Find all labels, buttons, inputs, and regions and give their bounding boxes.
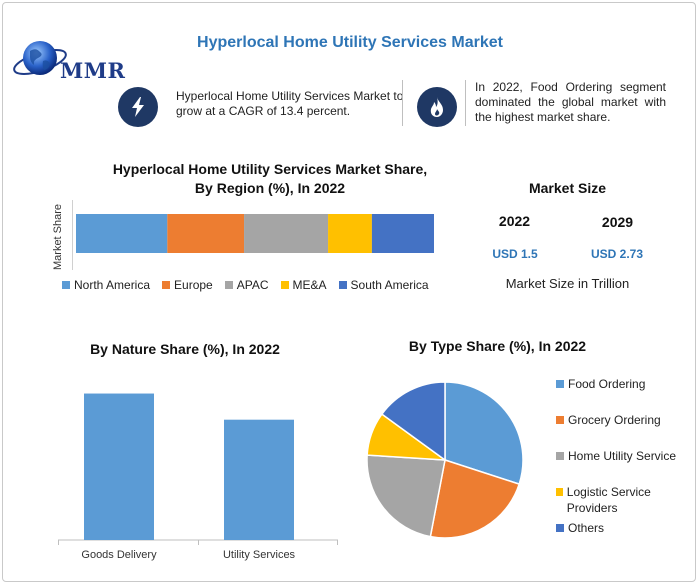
lightning-icon — [118, 87, 158, 127]
market-value-2029: USD 2.73 — [590, 247, 644, 261]
legend-label: South America — [350, 278, 429, 292]
region-legend-item-0: North America — [62, 278, 150, 292]
fact-divider-1 — [402, 80, 403, 126]
legend-label: North America — [74, 278, 151, 292]
logo-text: MMR — [60, 58, 126, 83]
legend-swatch — [224, 281, 233, 289]
nature-bar-1 — [224, 419, 294, 540]
type-chart-title: By Type Share (%), In 2022 — [408, 338, 587, 354]
fact-divider-2 — [465, 80, 466, 126]
legend-swatch — [162, 281, 171, 289]
region-legend-item-4: South America — [338, 278, 429, 292]
legend-label: Home Utility Service — [568, 449, 677, 463]
region-chart-axis — [72, 200, 73, 270]
nature-bar-0 — [84, 393, 154, 540]
page-title: Hyperlocal Home Utility Services Market — [197, 34, 503, 51]
flame-icon — [417, 87, 457, 127]
type-legend-item-4: Others — [556, 520, 684, 536]
market-year-2022: 2022 — [498, 213, 531, 229]
pie-slice-4 — [380, 381, 446, 462]
region-chart-ylabel: Market Share — [52, 203, 64, 270]
pie-slice-0 — [444, 381, 524, 486]
legend-label: Grocery Ordering — [568, 413, 661, 427]
nature-chart-title: By Nature Share (%), In 2022 — [90, 341, 280, 357]
region-chart-title: Hyperlocal Home Utility Services Market … — [90, 160, 450, 198]
region-segment-0 — [76, 214, 168, 253]
legend-label: ME&A — [292, 278, 327, 292]
region-segment-4 — [371, 214, 434, 253]
legend-swatch — [62, 281, 70, 289]
market-size-note: Market Size in Trillion — [505, 276, 630, 291]
legend-label: Others — [568, 521, 605, 535]
legend-swatch — [556, 524, 564, 532]
market-value-2022: USD 1.5 — [492, 247, 538, 261]
cagr-fact-text: Hyperlocal Home Utility Services Market … — [176, 89, 404, 118]
legend-label: Logistic Service Providers — [566, 485, 651, 515]
region-segment-3 — [328, 214, 372, 253]
type-legend-item-2: Home Utility Service — [556, 448, 684, 464]
region-legend-item-3: ME&A — [280, 278, 327, 292]
type-legend-item-3: Logistic Service Providers — [556, 484, 684, 516]
legend-swatch — [280, 281, 289, 289]
region-chart-title-line1: Hyperlocal Home Utility Services Market … — [112, 161, 428, 177]
region-legend-item-1: Europe — [162, 278, 213, 292]
type-legend-item-0: Food Ordering — [556, 376, 684, 392]
region-segment-2 — [244, 214, 329, 253]
legend-swatch — [556, 488, 563, 496]
nature-category-label-0: Goods Delivery — [81, 549, 157, 561]
region-stacked-bar — [76, 214, 434, 253]
type-legend-item-1: Grocery Ordering — [556, 412, 684, 428]
pie-slice-1 — [429, 459, 521, 539]
region-legend: North America Europe APAC ME&A South America — [62, 278, 452, 292]
legend-swatch — [556, 416, 564, 424]
legend-swatch — [556, 380, 564, 388]
pie-slice-2 — [366, 454, 446, 538]
legend-label: Europe — [174, 278, 213, 292]
type-pie-chart — [366, 381, 524, 539]
market-size-title: Market Size — [528, 180, 607, 196]
legend-swatch — [338, 281, 347, 289]
region-legend-item-2: APAC — [224, 278, 269, 292]
nature-category-label-1: Utility Services — [223, 549, 296, 561]
legend-swatch — [556, 452, 564, 460]
legend-label: Food Ordering — [568, 377, 646, 391]
region-segment-1 — [167, 214, 245, 253]
mmr-logo — [13, 41, 67, 75]
segment-fact-text: In 2022, Food Ordering segment dominated… — [475, 80, 666, 124]
market-year-2029: 2029 — [601, 214, 634, 230]
region-chart-title-line2: By Region (%), In 2022 — [194, 180, 346, 196]
legend-label: APAC — [236, 278, 269, 292]
nature-bar-chart: Goods Delivery Utility Services — [58, 393, 338, 561]
